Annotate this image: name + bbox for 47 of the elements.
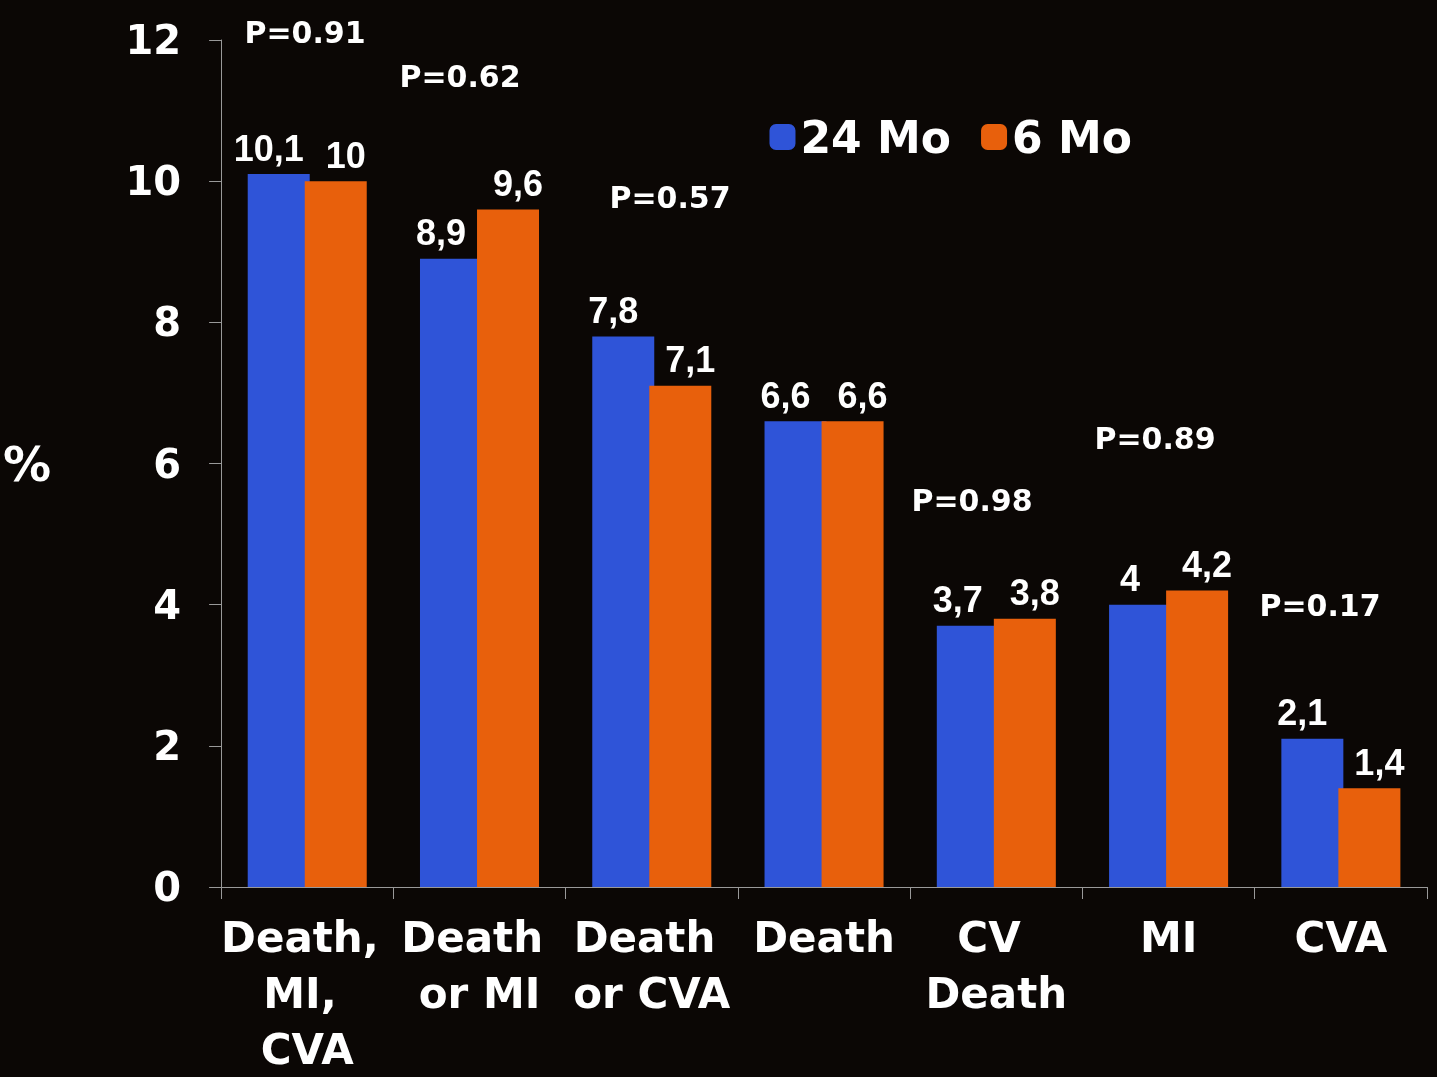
x-tick-label: Death, MI, CVA	[221, 912, 394, 1074]
annotation: P=0.17	[1259, 587, 1381, 623]
bar	[1338, 788, 1401, 887]
bar	[649, 385, 712, 887]
data-label: 3,8	[1009, 572, 1060, 614]
data-label: 10	[325, 134, 366, 176]
legend-label: 24 Mo	[800, 111, 952, 163]
y-tick-label: 2	[153, 722, 182, 769]
data-label: 2,1	[1277, 692, 1328, 734]
data-label: 7,1	[665, 339, 716, 381]
annotation: P=0.57	[609, 179, 731, 215]
legend-label: 6 Mo	[1012, 111, 1133, 163]
data-label: 8,9	[415, 212, 467, 254]
bar	[1166, 590, 1229, 887]
x-tick-label: Death	[753, 912, 895, 962]
data-label: 3,7	[932, 579, 983, 621]
annotation: P=0.98	[911, 482, 1033, 518]
data-label: 6,6	[837, 374, 888, 416]
data-label: 4	[1120, 558, 1141, 600]
data-label: 4,2	[1182, 544, 1233, 586]
annotation: P=0.62	[399, 58, 521, 94]
x-tick-label: CVA	[1294, 912, 1388, 962]
y-tick-label: 8	[153, 299, 182, 346]
y-tick-label: 0	[153, 864, 182, 910]
bar	[821, 421, 884, 887]
annotation: P=0.89	[1094, 420, 1216, 456]
x-tick-label: Death or CVA	[573, 912, 731, 1018]
y-tick-label: 6	[153, 440, 182, 487]
data-label: 10,1	[233, 127, 304, 169]
bar	[1281, 738, 1344, 887]
data-label: 7,8	[588, 289, 639, 331]
y-tick-label: 4	[153, 581, 182, 628]
data-label: 1,4	[1354, 741, 1405, 783]
bar	[993, 618, 1056, 887]
y-axis-title: %	[3, 435, 52, 492]
x-tick-label: CV Death	[925, 912, 1068, 1018]
data-label: 6,6	[760, 374, 811, 416]
annotation: P=0.91	[244, 14, 366, 50]
y-tick-label: 12	[125, 17, 182, 63]
y-tick-label: 10	[125, 158, 182, 205]
data-label: 9,6	[493, 162, 544, 204]
bar	[304, 181, 367, 887]
x-tick-label: MI	[1139, 912, 1198, 962]
x-tick-label: Death or MI	[401, 912, 558, 1018]
bar	[592, 336, 655, 887]
bar	[477, 209, 540, 887]
bar	[247, 174, 310, 887]
